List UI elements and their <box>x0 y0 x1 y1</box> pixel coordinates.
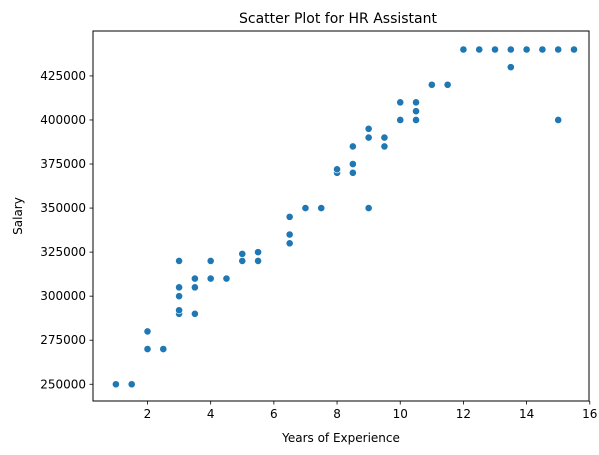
data-point <box>554 45 563 54</box>
data-point <box>412 116 420 124</box>
data-point <box>396 98 405 107</box>
data-point <box>396 116 405 124</box>
data-point <box>285 239 294 248</box>
y-tick-label: 250000 <box>40 377 86 391</box>
data-point <box>301 204 310 212</box>
x-tick-label: 14 <box>519 407 534 421</box>
data-point <box>570 45 578 54</box>
x-tick-label: 2 <box>144 407 152 421</box>
x-axis: 2 4 6 8 10 12 14 16 <box>144 401 597 421</box>
x-tick-label: 6 <box>270 407 278 421</box>
data-point <box>538 45 547 54</box>
data-point <box>159 345 168 353</box>
data-point <box>206 257 215 265</box>
x-tick-label: 10 <box>393 407 408 421</box>
data-point <box>112 380 120 389</box>
data-point <box>285 212 294 221</box>
data-point <box>475 45 484 54</box>
x-tick-label: 12 <box>456 407 471 421</box>
data-point <box>222 274 231 283</box>
data-point <box>491 45 499 54</box>
data-point <box>127 380 136 389</box>
data-point <box>506 63 515 72</box>
data-point <box>254 257 262 265</box>
data-point <box>380 142 389 151</box>
y-tick-label: 400000 <box>40 113 86 127</box>
y-tick-label: 425000 <box>40 69 86 83</box>
data-point <box>143 345 152 353</box>
data-point <box>348 142 357 151</box>
y-tick-label: 275000 <box>40 333 86 347</box>
x-tick-label: 16 <box>582 407 597 421</box>
data-point <box>554 116 563 124</box>
data-point <box>427 80 436 89</box>
data-point <box>317 204 326 212</box>
chart-title: Scatter Plot for HR Assistant <box>239 11 437 27</box>
data-point <box>348 168 357 177</box>
data-point <box>143 327 152 336</box>
data-point <box>348 160 357 168</box>
points-layer <box>112 45 578 389</box>
data-point <box>175 257 183 265</box>
data-point <box>364 124 373 133</box>
data-point <box>364 133 373 142</box>
data-point <box>412 107 420 116</box>
data-point <box>506 45 515 54</box>
data-point <box>206 274 215 283</box>
y-tick-label: 325000 <box>40 245 86 259</box>
x-axis-label: Years of Experience <box>281 431 400 445</box>
plot-area-frame <box>92 30 590 402</box>
data-point <box>285 230 294 239</box>
y-tick-label: 375000 <box>40 157 86 171</box>
data-point <box>190 309 199 318</box>
data-point <box>254 248 262 257</box>
data-point <box>190 283 199 292</box>
data-point <box>175 292 183 301</box>
x-tick-label: 8 <box>333 407 341 421</box>
y-tick-label: 300000 <box>40 289 86 303</box>
data-point <box>238 257 247 265</box>
data-point <box>175 283 183 292</box>
data-point <box>333 165 341 174</box>
data-point <box>459 45 468 54</box>
data-point <box>443 80 452 89</box>
y-tick-label: 350000 <box>40 201 86 215</box>
x-tick-label: 4 <box>207 407 215 421</box>
data-point <box>412 98 420 107</box>
data-point <box>238 249 247 258</box>
y-axis: 250000 275000 300000 325000 350000 375000 4000… <box>40 69 93 391</box>
data-point <box>190 274 199 283</box>
y-axis-label: Salary <box>11 197 25 235</box>
data-point <box>380 133 389 142</box>
data-point <box>364 204 373 212</box>
data-point <box>522 45 531 54</box>
data-point <box>175 306 183 315</box>
